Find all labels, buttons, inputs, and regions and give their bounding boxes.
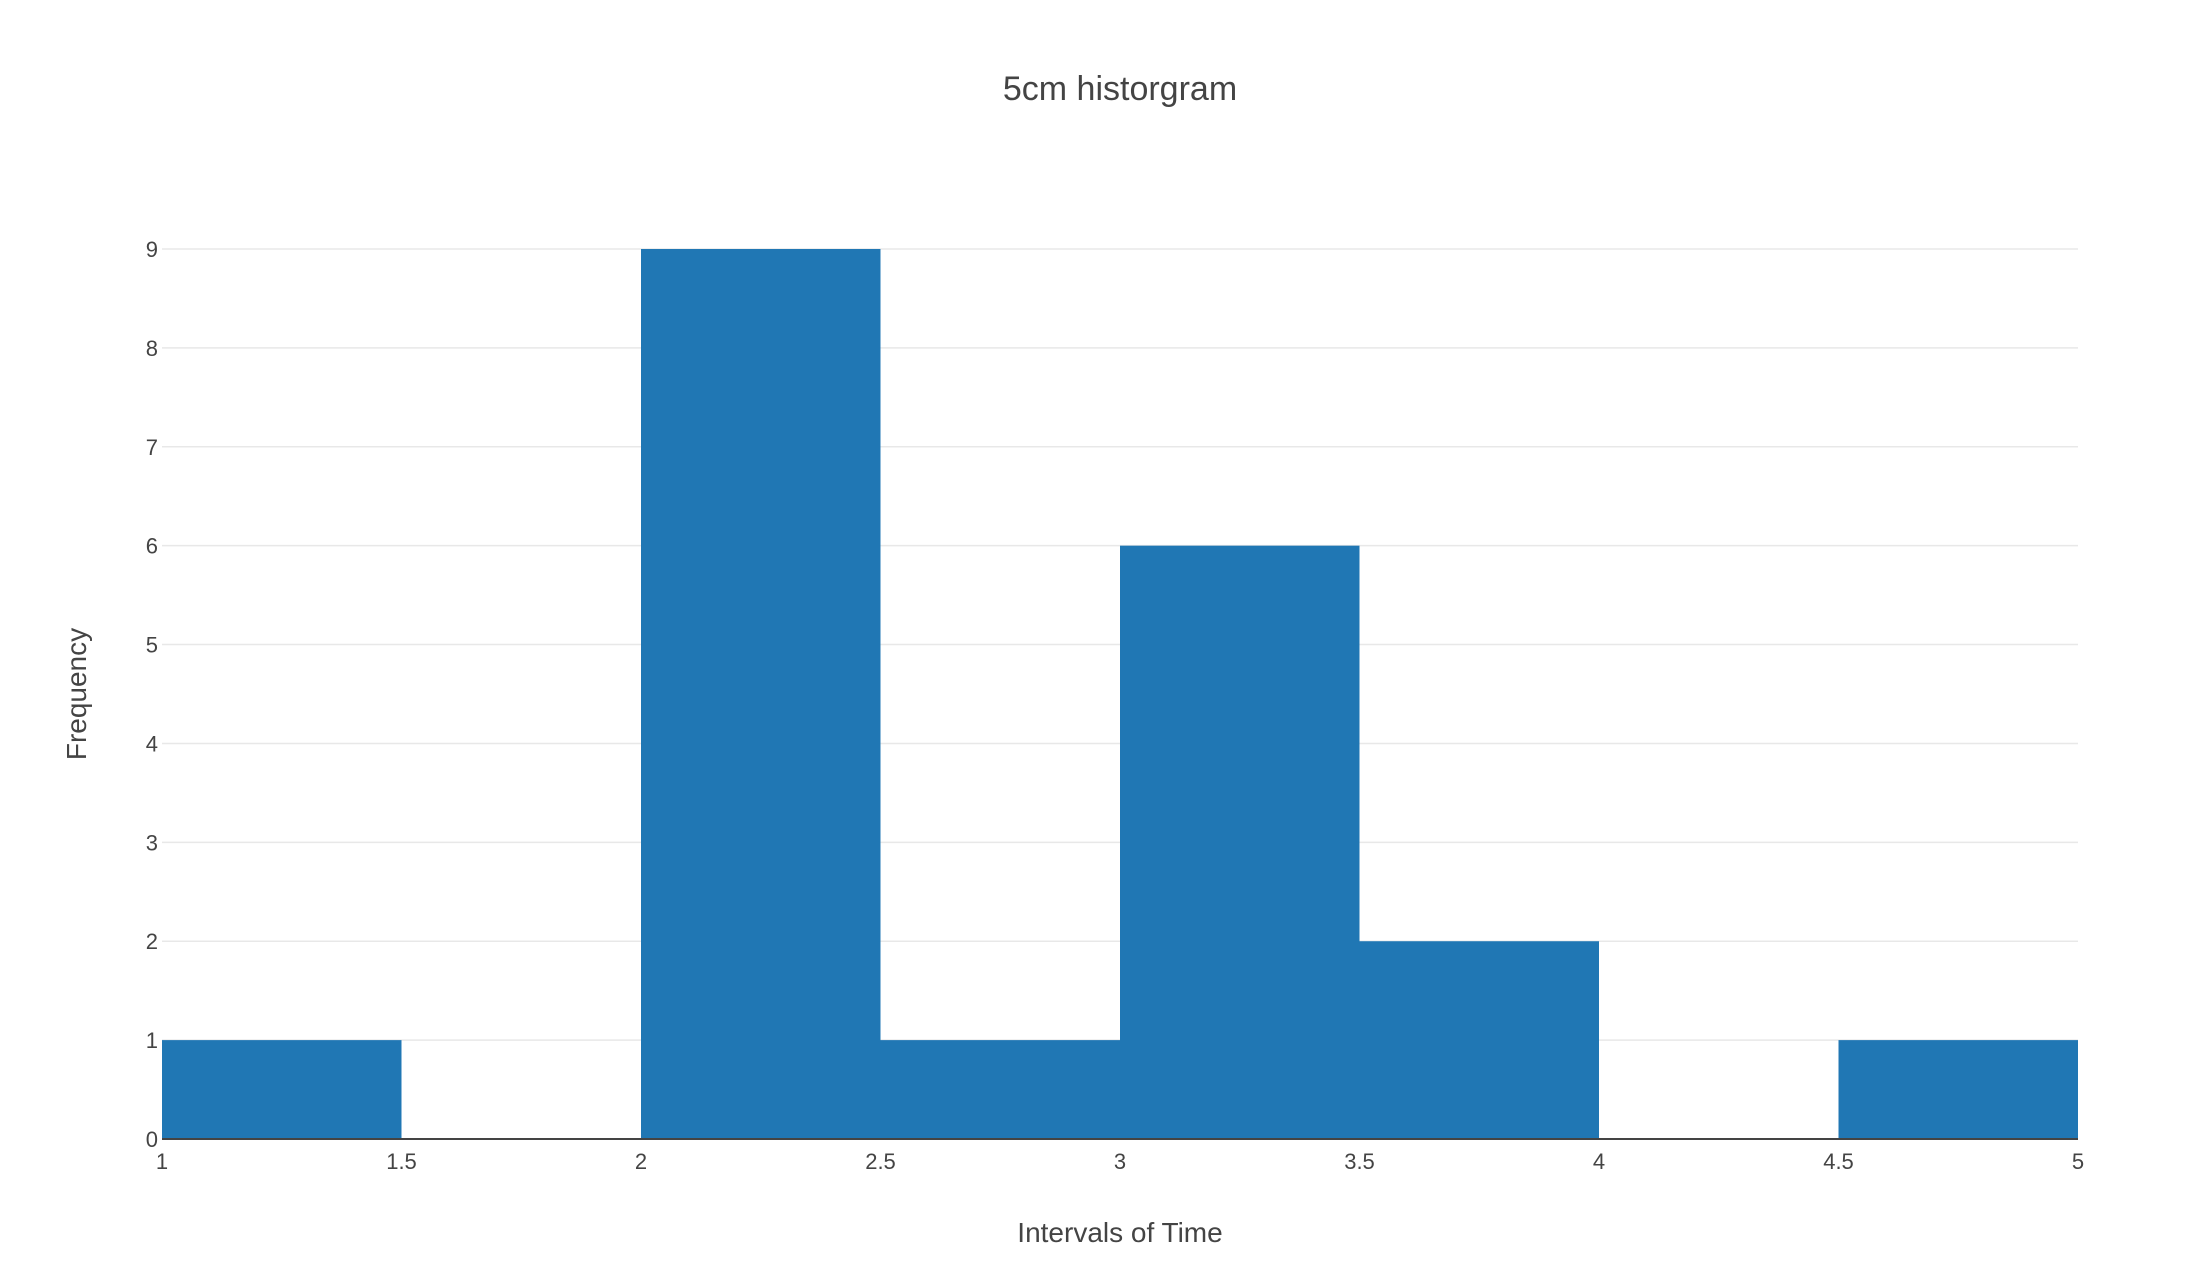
chart-title: 5cm historgram (1003, 70, 1237, 108)
x-tick-labels: 1 1.5 2 2.5 3 3.5 4 4.5 5 (156, 1149, 2084, 1174)
histogram-bar-2-2.5[interactable] (641, 249, 881, 1139)
y-axis-title: Frequency (61, 628, 92, 760)
x-tick-label: 2 (635, 1149, 647, 1174)
y-tick-label: 5 (146, 633, 158, 658)
x-tick-label: 3.5 (1344, 1149, 1375, 1174)
y-tick-label: 7 (146, 435, 158, 460)
histogram-bar-3.5-4[interactable] (1359, 941, 1600, 1139)
histogram-bar-2.5-3[interactable] (880, 1040, 1121, 1139)
histogram-bar-4.5-5[interactable] (1838, 1040, 2079, 1139)
y-tick-labels: 0 1 2 3 4 5 6 7 8 9 (146, 237, 158, 1152)
x-tick-label: 1.5 (386, 1149, 417, 1174)
y-tick-label: 1 (146, 1028, 158, 1053)
x-tick-label: 3 (1114, 1149, 1126, 1174)
histogram-bar-3-3.5[interactable] (1120, 545, 1360, 1139)
y-tick-label: 3 (146, 830, 158, 855)
y-tick-label: 2 (146, 929, 158, 954)
bar-layer (162, 249, 2078, 1139)
x-tick-label: 4.5 (1823, 1149, 1854, 1174)
histogram-bar-1-1.5[interactable] (162, 1040, 402, 1139)
x-tick-label: 2.5 (865, 1149, 896, 1174)
x-tick-label: 5 (2072, 1149, 2084, 1174)
x-tick-label: 4 (1593, 1149, 1605, 1174)
y-tick-label: 4 (146, 731, 158, 756)
y-tick-label: 6 (146, 534, 158, 559)
y-tick-label: 0 (146, 1127, 158, 1152)
x-axis-title: Intervals of Time (1017, 1217, 1222, 1248)
y-tick-label: 9 (146, 237, 158, 262)
x-tick-label: 1 (156, 1149, 168, 1174)
y-tick-label: 8 (146, 336, 158, 361)
